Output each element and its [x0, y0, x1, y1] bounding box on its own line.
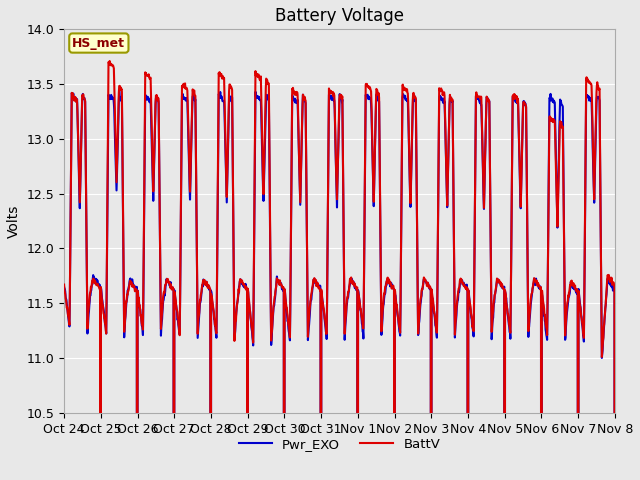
Title: Battery Voltage: Battery Voltage [275, 7, 404, 25]
Pwr_EXO [60, 284, 68, 290]
Pwr_EXO [546, 96, 554, 101]
Text: HS_met: HS_met [72, 36, 125, 49]
BattV [426, 284, 433, 290]
Pwr_EXO [183, 97, 191, 103]
Legend: Pwr_EXO, BattV: Pwr_EXO, BattV [234, 432, 445, 456]
BattV [547, 117, 554, 123]
BattV [106, 58, 113, 64]
BattV [60, 282, 68, 288]
BattV [170, 286, 177, 292]
Pwr_EXO [497, 281, 505, 287]
Line: BattV: BattV [64, 61, 615, 480]
BattV [183, 86, 191, 92]
Pwr_EXO [115, 87, 123, 93]
Line: Pwr_EXO: Pwr_EXO [64, 90, 615, 480]
Pwr_EXO [244, 299, 252, 305]
Pwr_EXO [426, 284, 433, 290]
BattV [244, 295, 252, 300]
Pwr_EXO [170, 286, 177, 292]
BattV [498, 284, 506, 289]
Y-axis label: Volts: Volts [7, 204, 21, 238]
